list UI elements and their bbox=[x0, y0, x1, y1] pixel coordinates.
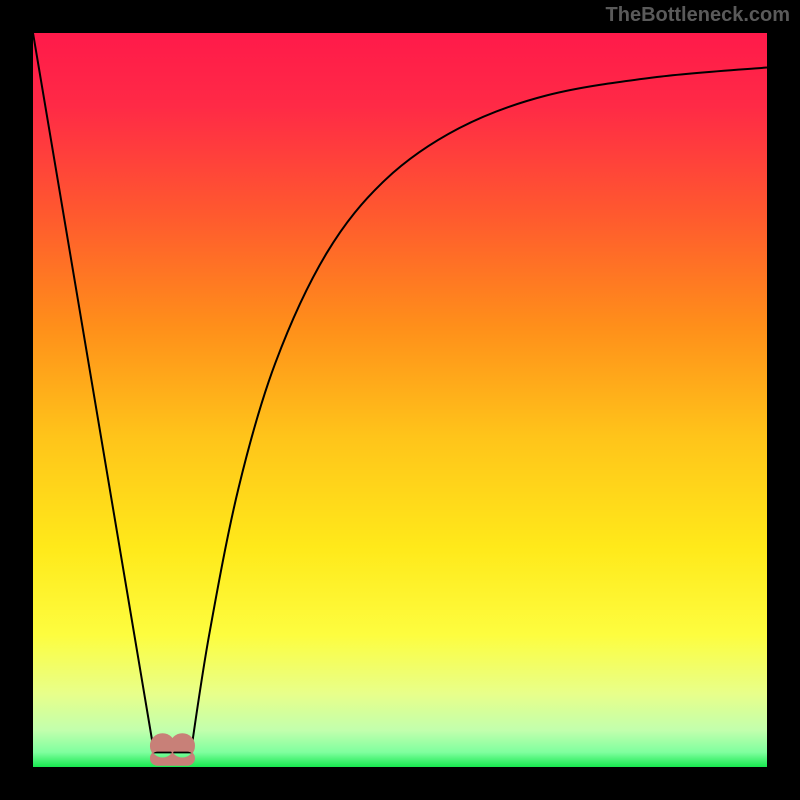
chart-container: TheBottleneck.com bbox=[0, 0, 800, 800]
bottleneck-curve bbox=[33, 33, 767, 752]
curve-layer bbox=[33, 33, 767, 767]
watermark-text: TheBottleneck.com bbox=[606, 4, 790, 27]
plot-area bbox=[33, 33, 767, 767]
min-marker bbox=[150, 734, 194, 766]
